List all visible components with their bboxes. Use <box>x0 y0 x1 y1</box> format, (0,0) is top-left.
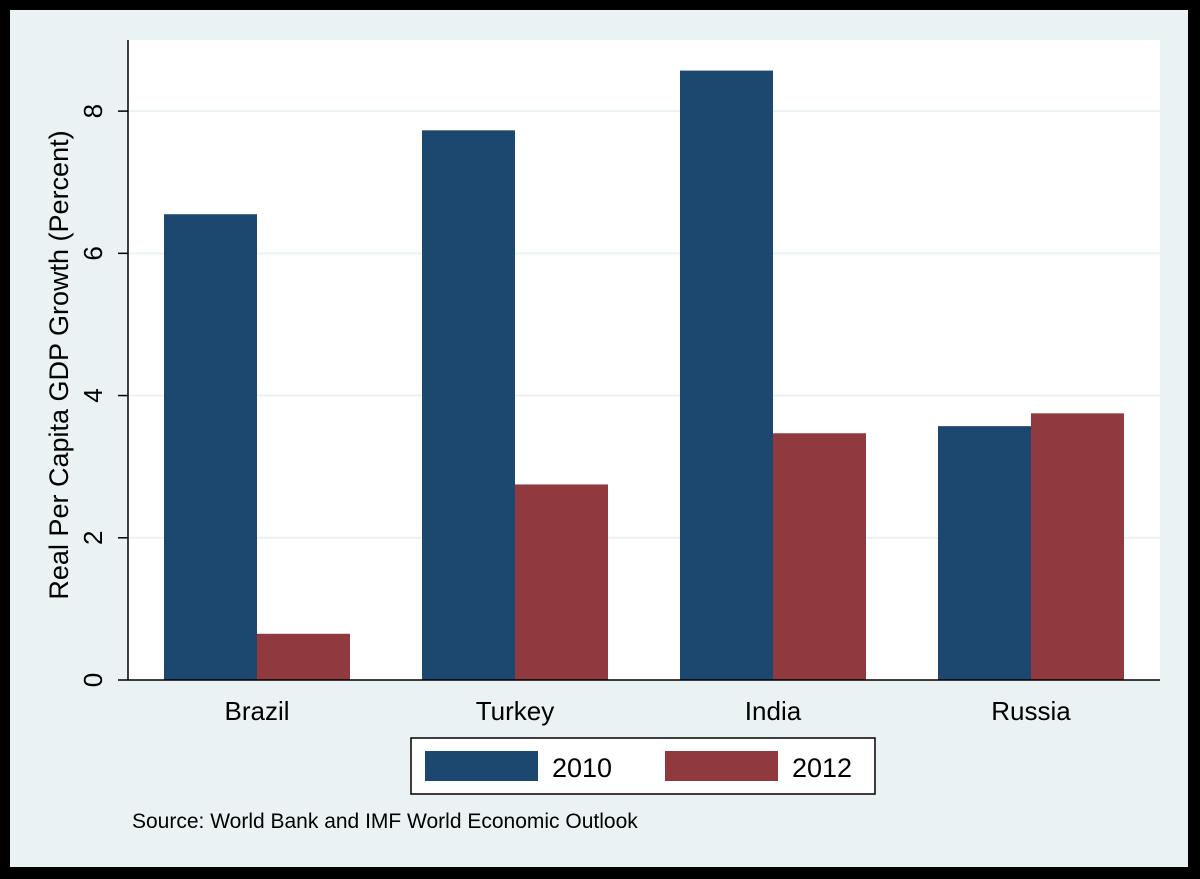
bar-turkey-2010 <box>422 130 515 681</box>
x-tick-label-russia: Russia <box>991 696 1071 726</box>
legend-label-2010: 2010 <box>552 753 612 783</box>
y-tick-label: 8 <box>78 104 108 118</box>
legend-swatch-2010 <box>425 751 538 781</box>
source-note: Source: World Bank and IMF World Economi… <box>132 810 638 833</box>
legend: 2010 2012 <box>410 737 876 795</box>
x-tick-label-brazil: Brazil <box>224 696 289 726</box>
y-tick-label: 4 <box>78 388 108 402</box>
y-tick-label: 2 <box>78 531 108 545</box>
y-tick-label: 6 <box>78 246 108 260</box>
x-tick-label-india: India <box>745 696 802 726</box>
chart-frame: 0 2 4 6 8 Brazil Turkey India Russia Real Per C… <box>10 10 1188 867</box>
axes <box>118 40 1160 681</box>
bar-brazil-2012 <box>257 633 350 680</box>
y-tick-labels: 0 2 4 6 8 <box>78 104 108 687</box>
bar-india-2010 <box>680 70 773 681</box>
bars <box>164 70 1124 681</box>
x-tick-labels: Brazil Turkey India Russia <box>224 696 1071 726</box>
bar-india-2012 <box>773 433 866 680</box>
legend-swatch-2012 <box>665 751 778 781</box>
bar-russia-2010 <box>938 426 1031 680</box>
bar-brazil-2010 <box>164 214 257 680</box>
bar-turkey-2012 <box>515 484 608 680</box>
y-axis-title: Real Per Capita GDP Growth (Percent) <box>44 130 74 599</box>
x-tick-label-turkey: Turkey <box>476 696 555 726</box>
y-tick-label: 0 <box>78 673 108 687</box>
legend-label-2012: 2012 <box>792 753 852 783</box>
bar-chart: 0 2 4 6 8 Brazil Turkey India Russia Real Per C… <box>44 40 1160 833</box>
bar-russia-2012 <box>1031 413 1124 680</box>
